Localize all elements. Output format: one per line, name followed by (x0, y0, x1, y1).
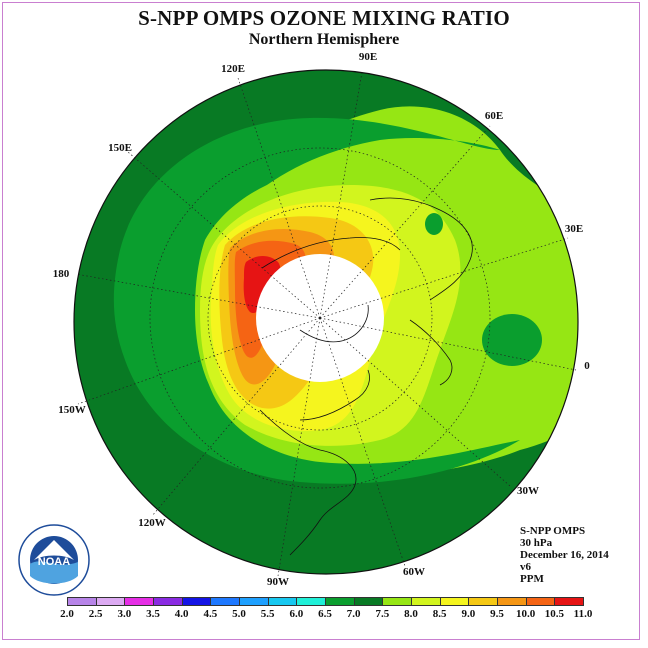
lon-label-60w: 60W (403, 566, 425, 578)
map-boundary (73, 69, 579, 575)
colorbar-swatch (95, 597, 126, 606)
colorbar-tick-label: 11.0 (573, 608, 593, 620)
colorbar-swatch (124, 597, 154, 606)
colorbar-swatch (239, 597, 269, 606)
map-subtitle: Northern Hemisphere (248, 31, 400, 48)
colorbar-tick-label: 6.5 (318, 608, 332, 620)
colorbar-tick-label: 9.0 (461, 608, 476, 620)
lon-label-30w: 30W (517, 485, 539, 497)
noaa-logo: NOAA (18, 524, 90, 596)
colorbar-tick-label: 6.0 (289, 608, 304, 620)
colorbar-swatch (153, 597, 183, 606)
colorbar-tick-label: 7.5 (375, 608, 390, 620)
colorbar-tick-label: 8.0 (404, 608, 418, 620)
colorbar-tick-label: 3.5 (146, 608, 160, 620)
colorbar-tick-label: 3.0 (117, 608, 132, 620)
coastlines (259, 197, 473, 556)
colorbar-tick-label: 8.5 (432, 608, 447, 620)
graticule (75, 71, 577, 577)
colorbar-swatch (497, 597, 527, 606)
lon-label-120e: 120E (221, 63, 245, 75)
info-version: v6 (520, 561, 531, 573)
colorbar-swatch (554, 597, 584, 606)
info-date: December 16, 2014 (520, 549, 609, 561)
map-title: S-NPP OMPS OZONE MIXING RATIO (138, 6, 510, 30)
colorbar-swatch (181, 597, 212, 606)
info-instrument: S-NPP OMPS (520, 525, 586, 537)
lon-label-120w: 120W (138, 517, 166, 529)
low-east (482, 314, 542, 366)
lon-label-90w: 90W (267, 576, 289, 588)
colorbar-swatch (267, 597, 298, 606)
info-level: 30 hPa (520, 537, 553, 549)
colorbar-tick-label: 5.5 (260, 608, 275, 620)
colorbar-tick-label: 7.0 (346, 608, 361, 620)
colorbar-swatch (325, 597, 355, 606)
colorbar-tick-label: 2.0 (60, 608, 74, 620)
low-north (425, 213, 443, 235)
colorbar-swatch (468, 597, 498, 606)
lon-label-90e: 90E (358, 51, 378, 63)
colorbar-tick-label: 9.5 (490, 608, 504, 620)
colorbar-swatch (210, 597, 240, 606)
colorbar-tick-label: 4.5 (203, 608, 218, 620)
lon-label-0: 0 (584, 360, 590, 372)
lon-label-60e: 60E (484, 110, 504, 122)
colorbar-tick-label: 5.0 (232, 608, 246, 620)
info-block: S-NPP OMPS 30 hPa December 16, 2014 v6 P… (520, 525, 609, 585)
colorbar-swatch (382, 597, 412, 606)
lon-label-150w: 150W (58, 404, 86, 416)
colorbar-tick-label: 10.5 (544, 608, 564, 620)
noaa-logo-text: NOAA (38, 556, 70, 568)
colorbar-tick-label: 4.0 (174, 608, 189, 620)
info-units: PPM (520, 573, 544, 585)
figure-frame (2, 2, 640, 640)
lon-label-30e: 30E (564, 223, 584, 235)
colorbar-tick-label: 10.0 (516, 608, 536, 620)
colorbar-swatch (411, 597, 441, 606)
colorbar-swatch (353, 597, 384, 606)
colorbar-swatch (296, 597, 326, 606)
contour-10p5 (243, 256, 281, 314)
lon-label-180: 180 (52, 268, 70, 280)
colorbar-swatch (439, 597, 470, 606)
lon-label-150e: 150E (108, 142, 132, 154)
colorbar-swatch (525, 597, 556, 606)
colorbar-swatch (67, 597, 97, 606)
contour-6p5 (113, 117, 520, 484)
colorbar-tick-label: 2.5 (88, 608, 103, 620)
